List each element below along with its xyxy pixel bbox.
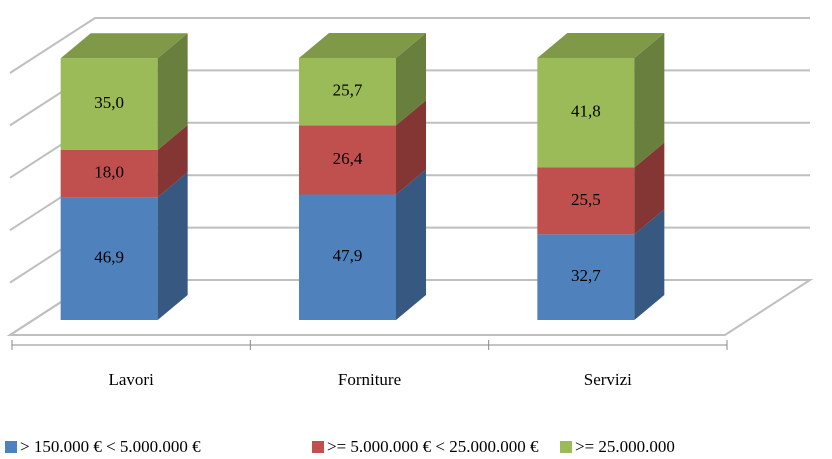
bar-segment bbox=[537, 167, 635, 235]
data-label: 25,5 bbox=[571, 190, 601, 209]
bar-segment bbox=[537, 58, 635, 168]
data-label: 41,8 bbox=[571, 102, 601, 121]
bar-side bbox=[157, 124, 188, 198]
legend-label: > 150.000 € < 5.000.000 € bbox=[20, 437, 201, 456]
data-label: 47,9 bbox=[333, 246, 363, 265]
data-label: 32,7 bbox=[571, 266, 601, 285]
bar-segment bbox=[299, 194, 396, 320]
bar-side bbox=[634, 142, 665, 235]
bar-segment bbox=[299, 58, 396, 126]
bar-side bbox=[396, 169, 426, 320]
grid-line bbox=[9, 17, 810, 74]
bar-side bbox=[634, 33, 665, 168]
legend-label: >= 25.000.000 bbox=[575, 437, 675, 456]
bar-segment bbox=[537, 234, 635, 320]
bar-side bbox=[396, 33, 426, 126]
bar-side bbox=[157, 33, 188, 150]
data-label: 46,9 bbox=[94, 247, 124, 266]
bar-segment bbox=[299, 125, 396, 195]
bar-segment bbox=[60, 58, 158, 150]
bar-top bbox=[60, 33, 188, 59]
bar-side bbox=[634, 209, 665, 320]
x-tick-label: Forniture bbox=[338, 370, 401, 389]
x-tick-label: Servizi bbox=[584, 370, 632, 389]
data-label: 25,7 bbox=[333, 81, 363, 100]
bar-side bbox=[157, 172, 188, 320]
x-tick-label: Lavori bbox=[109, 370, 155, 389]
legend-label: >= 5.000.000 € < 25.000.000 € bbox=[327, 437, 539, 456]
data-label: 26,4 bbox=[333, 149, 363, 168]
bar-segment bbox=[60, 197, 158, 320]
bar-side bbox=[396, 100, 426, 195]
bar-top bbox=[299, 33, 426, 58]
legend-swatch bbox=[560, 441, 572, 453]
bar-top bbox=[537, 33, 665, 58]
data-label: 35,0 bbox=[94, 93, 124, 112]
legend-swatch bbox=[5, 441, 17, 453]
legend-swatch bbox=[312, 441, 324, 453]
bar-segment bbox=[60, 149, 158, 198]
data-label: 18,0 bbox=[94, 162, 124, 181]
